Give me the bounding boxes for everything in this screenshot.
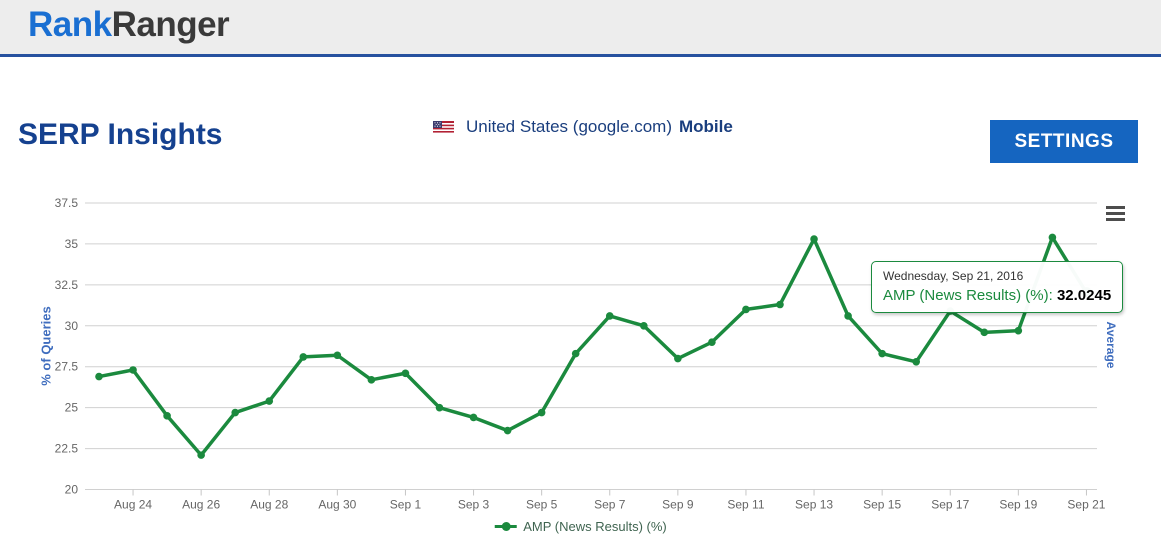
app-header: RankRanger [0,0,1161,57]
svg-text:Sep 9: Sep 9 [662,498,694,512]
svg-text:22.5: 22.5 [55,442,79,456]
settings-button[interactable]: SETTINGS [990,120,1138,163]
svg-text:Sep 5: Sep 5 [526,498,558,512]
svg-text:37.5: 37.5 [55,196,79,210]
page-title: SERP Insights [18,118,223,151]
legend-label: AMP (News Results) (%) [523,519,667,534]
us-flag-icon [433,120,454,134]
svg-text:Sep 3: Sep 3 [458,498,490,512]
locale-selector[interactable]: United States (google.com) Mobile [433,113,733,141]
tooltip-value: 32.0245 [1056,287,1112,304]
svg-text:Aug 26: Aug 26 [182,498,220,512]
svg-text:Aug 30: Aug 30 [318,498,356,512]
svg-text:Sep 13: Sep 13 [795,498,833,512]
average-axis-label: Average [1104,321,1118,369]
tooltip-value-line: AMP (News Results) (%): 32.0245 [883,287,1111,304]
legend-line-marker-icon [494,522,517,531]
svg-text:Sep 19: Sep 19 [999,498,1037,512]
svg-text:32.5: 32.5 [55,278,79,292]
serp-insights-chart: 20 22.5 25 27.5 30 32.5 35 37.5 Aug 24 Aug 26 Aug … [0,185,1161,544]
locale-label: United States (google.com) [466,117,672,136]
y-axis-title: % of Queries [38,306,54,386]
svg-text:Sep 1: Sep 1 [390,498,422,512]
svg-text:30: 30 [65,319,79,333]
svg-text:Sep 7: Sep 7 [594,498,626,512]
svg-text:25: 25 [65,401,79,415]
legend-item-amp[interactable]: AMP (News Results) (%) [494,519,667,534]
svg-text:Aug 28: Aug 28 [250,498,288,512]
chart-canvas[interactable]: 20 22.5 25 27.5 30 32.5 35 37.5 Aug 24 Aug 26 Aug … [0,185,1161,544]
tooltip-separator: : [1048,287,1057,304]
svg-text:Sep 15: Sep 15 [863,498,901,512]
svg-text:Sep 11: Sep 11 [727,498,764,512]
svg-text:20: 20 [65,483,79,497]
logo-ranger-text: Ranger [111,5,230,44]
tooltip-series-label: AMP (News Results) (%) [883,287,1049,304]
svg-text:Sep 17: Sep 17 [931,498,969,512]
svg-text:Aug 24: Aug 24 [114,498,152,512]
chart-context-menu-icon[interactable] [1106,206,1126,221]
svg-text:27.5: 27.5 [55,360,79,374]
chart-tooltip: Wednesday, Sep 21, 2016 AMP (News Result… [871,261,1124,313]
svg-text:Sep 21: Sep 21 [1067,498,1105,512]
svg-text:35: 35 [65,237,79,251]
device-label: Mobile [679,117,733,136]
rankranger-logo[interactable]: RankRanger [28,5,230,45]
logo-rank-text: Rank [28,5,112,44]
tooltip-date: Wednesday, Sep 21, 2016 [883,269,1024,283]
